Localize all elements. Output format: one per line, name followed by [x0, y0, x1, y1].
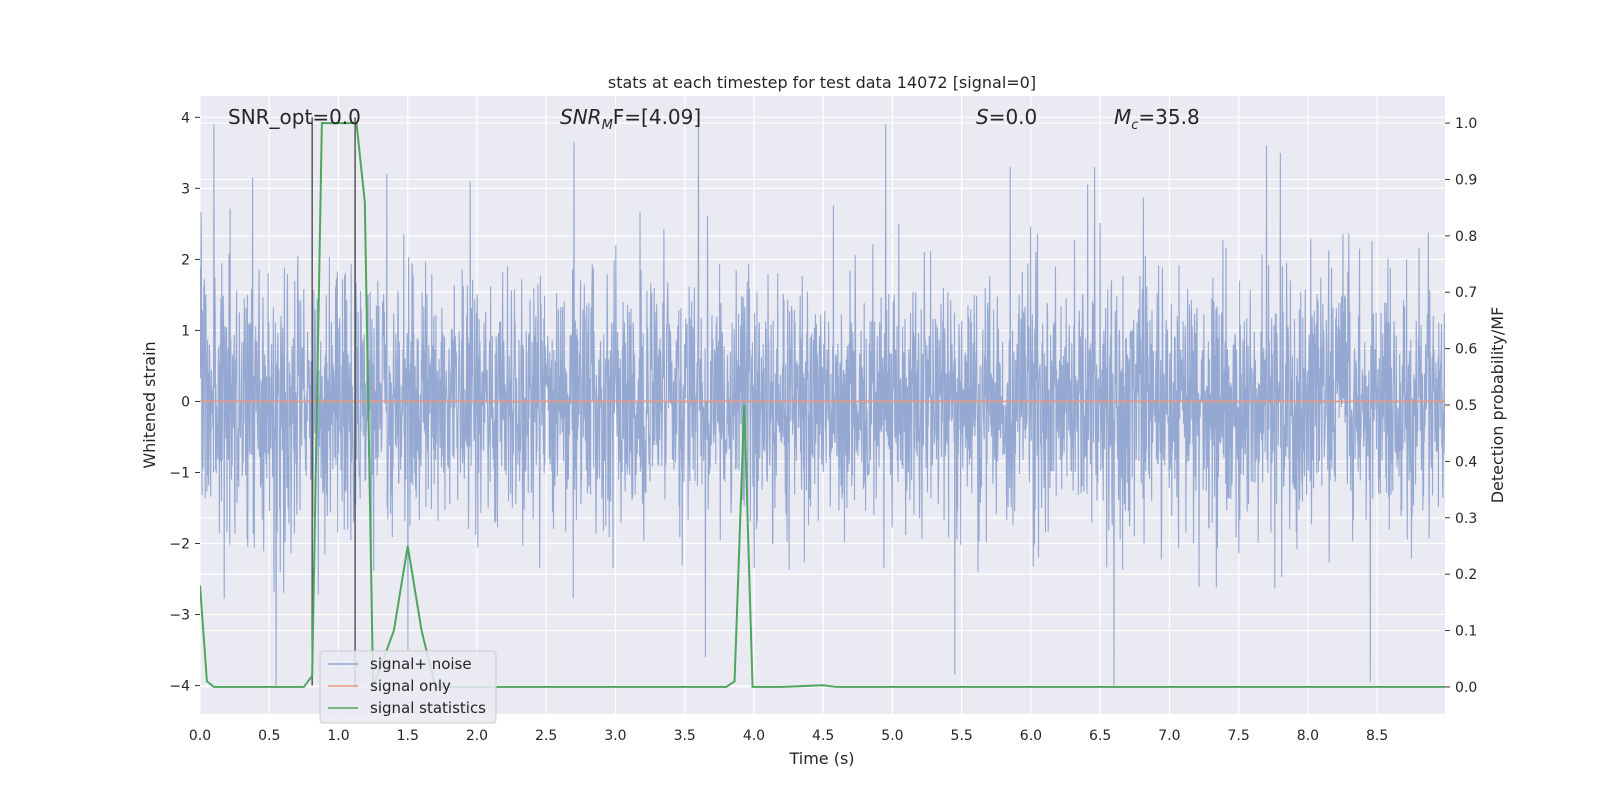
y-right-tick-label: 0.4	[1455, 454, 1477, 470]
y-right-tick-label: 0.0	[1455, 680, 1477, 696]
x-tick-label: 3.0	[604, 728, 626, 744]
legend-label-signal-only: signal only	[370, 677, 451, 695]
y-left-tick-label: −2	[169, 537, 190, 553]
vertical-markers	[311, 117, 356, 686]
annotation-s: S=0.0	[976, 105, 1037, 129]
annotation-mc: Mc=35.8	[1114, 105, 1200, 133]
y-right-tick-label: 0.8	[1455, 229, 1477, 245]
series-line-signal-statistics	[200, 122, 1445, 688]
x-tick-label: 5.5	[951, 728, 973, 744]
y-axis-right-label: Detection probability/MF	[1488, 307, 1507, 504]
x-axis-ticks: 0.0 0.5 1.0 1.5 2.0 2.5 3.0 3.5 4.0 4.5 5.0 5.5 6.0 6…	[189, 728, 1388, 744]
annotation-snr-mf: SNRMF=[4.09]	[560, 105, 701, 133]
y-right-tick-label: 0.3	[1455, 511, 1477, 527]
x-tick-label: 1.0	[327, 728, 349, 744]
x-tick-label: 7.0	[1158, 728, 1180, 744]
x-tick-label: 7.5	[1228, 728, 1250, 744]
x-tick-label: 6.5	[1089, 728, 1111, 744]
y-axis-left-ticks: −4 −3 −2 −1 0 1 2 3 4	[169, 110, 200, 695]
y-left-tick-label: 3	[181, 181, 190, 197]
chart-title: stats at each timestep for test data 140…	[608, 73, 1036, 92]
x-tick-label: 0.5	[258, 728, 280, 744]
x-tick-label: 8.0	[1297, 728, 1319, 744]
y-right-tick-label: 0.7	[1455, 285, 1477, 301]
x-tick-label: 1.5	[397, 728, 419, 744]
y-left-tick-label: −1	[169, 465, 190, 481]
y-right-tick-label: 1.0	[1455, 116, 1477, 132]
y-left-tick-label: −3	[169, 608, 190, 624]
y-right-tick-label: 0.9	[1455, 172, 1477, 188]
x-tick-label: 0.0	[189, 728, 211, 744]
annotation-snr-opt: SNR_opt=0.0	[228, 105, 361, 129]
y-left-tick-label: 4	[181, 110, 190, 126]
x-axis-label: Time (s)	[788, 749, 854, 768]
x-tick-label: 5.0	[881, 728, 903, 744]
y-left-tick-label: 0	[181, 394, 190, 410]
legend: signal+ noise signal only signal statist…	[319, 650, 497, 724]
legend-label-signal-plus-noise: signal+ noise	[370, 655, 472, 673]
y-left-tick-label: 1	[181, 323, 190, 339]
series-signal-plus-noise	[200, 124, 1445, 686]
x-tick-label: 4.0	[743, 728, 765, 744]
y-left-tick-label: 2	[181, 252, 190, 268]
legend-label-signal-statistics: signal statistics	[370, 699, 486, 717]
x-tick-label: 4.5	[812, 728, 834, 744]
y-right-tick-label: 0.6	[1455, 342, 1477, 358]
series-line-signal-plus-noise	[200, 124, 1445, 686]
legend-box	[319, 650, 497, 724]
y-left-tick-label: −4	[169, 679, 190, 695]
y-axis-left-label: Whitened strain	[140, 341, 159, 468]
y-right-tick-label: 0.5	[1455, 398, 1477, 414]
x-tick-label: 2.0	[466, 728, 488, 744]
series-signal-statistics	[200, 122, 1445, 688]
y-right-tick-label: 0.2	[1455, 567, 1477, 583]
x-tick-label: 3.5	[674, 728, 696, 744]
x-tick-label: 8.5	[1366, 728, 1388, 744]
x-tick-label: 2.5	[535, 728, 557, 744]
y-axis-right-ticks: 0.0 0.1 0.2 0.3 0.4 0.5 0.6 0.7 0.8 0.9 1.0	[1445, 116, 1477, 696]
y-right-tick-label: 0.1	[1455, 624, 1477, 640]
x-tick-label: 6.0	[1020, 728, 1042, 744]
